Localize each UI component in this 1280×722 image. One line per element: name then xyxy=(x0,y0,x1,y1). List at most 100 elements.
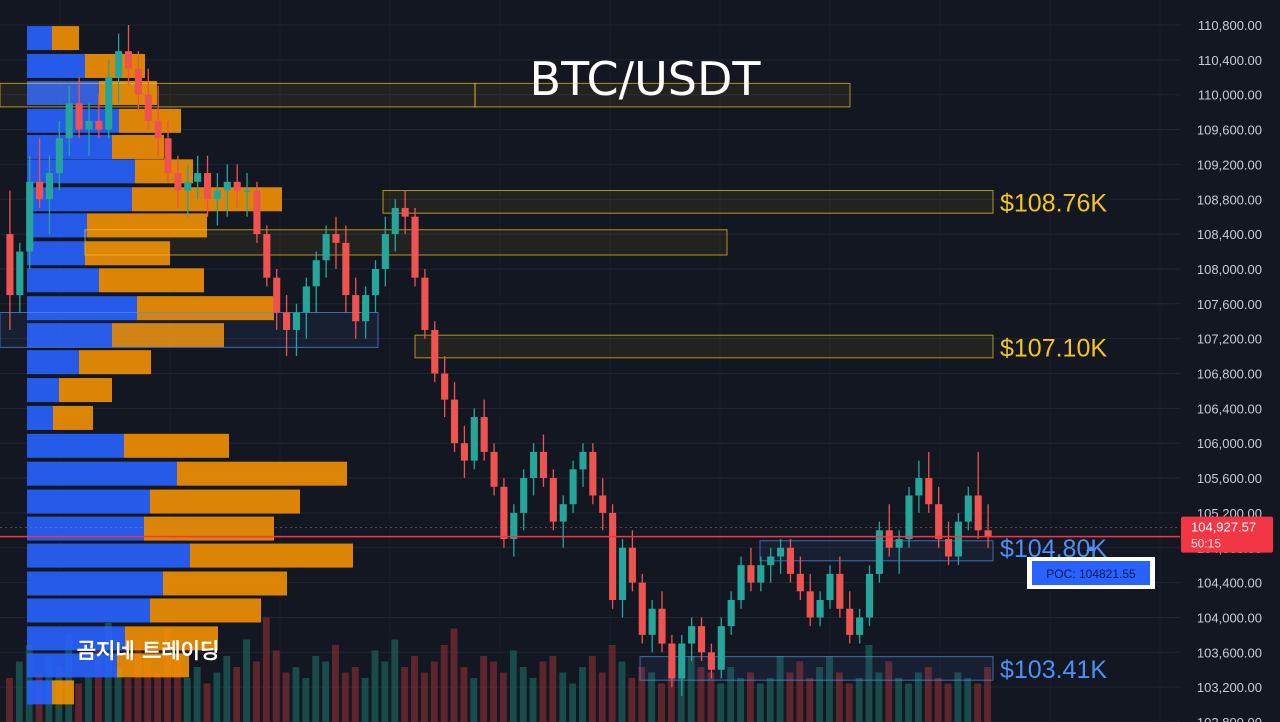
candle-body xyxy=(796,573,804,592)
price-tick-label: 104,400.00 xyxy=(1197,576,1262,591)
candle-body xyxy=(974,495,982,531)
candle-body xyxy=(203,173,212,200)
volume-bar xyxy=(460,667,468,722)
price-tick-label: 108,000.00 xyxy=(1197,262,1262,277)
candle-body xyxy=(865,573,874,618)
candle-body xyxy=(697,626,706,653)
volume-bar xyxy=(549,656,557,722)
volume-bar xyxy=(411,656,418,722)
volume-bar xyxy=(539,661,547,722)
volume-bar xyxy=(173,656,181,722)
volume-bar xyxy=(312,656,320,722)
volume-bar xyxy=(796,661,804,722)
volume-bar xyxy=(885,661,893,722)
volume-bar xyxy=(6,678,13,722)
volume-bar xyxy=(924,667,932,722)
volume-bar xyxy=(94,650,102,722)
candle-body xyxy=(836,573,844,609)
candle-body xyxy=(905,495,913,540)
level-zone xyxy=(0,82,476,108)
candle-body xyxy=(885,530,893,548)
price-tick-label: 106,400.00 xyxy=(1197,401,1262,416)
poc-box-inner xyxy=(1032,561,1150,585)
volume-bar xyxy=(737,678,744,722)
volume-bar xyxy=(203,683,211,722)
level-zone xyxy=(382,190,994,214)
volume-bar xyxy=(628,678,636,722)
candle-body xyxy=(75,103,83,130)
volume-bar xyxy=(85,672,92,722)
price-tick-label: 110,000.00 xyxy=(1198,88,1262,103)
candle-body xyxy=(85,120,93,130)
candle-body xyxy=(134,68,142,95)
candle-body xyxy=(500,486,508,540)
candle-body xyxy=(26,181,34,252)
candle-body xyxy=(124,51,133,69)
level-label: $107.10K xyxy=(1000,334,1107,362)
price-axis[interactable]: 110,800.00 110,400.00 110,000.00 109,600.00… xyxy=(1181,18,1273,722)
volume-bar xyxy=(697,667,705,722)
volume-bar xyxy=(905,683,912,722)
price-tick-label: 103,200.00 xyxy=(1197,680,1262,695)
profile-buy-bar xyxy=(27,187,132,212)
candle-body xyxy=(688,626,696,644)
volume-bar xyxy=(865,645,873,722)
volume-bar xyxy=(371,650,379,722)
profile-buy-bar xyxy=(27,80,99,105)
candle-body xyxy=(401,207,409,217)
volume-bar xyxy=(974,683,982,722)
candle-body xyxy=(243,190,251,193)
candle-body xyxy=(648,608,656,635)
candle-body xyxy=(658,608,666,644)
candle-body xyxy=(737,565,745,601)
volume-bar xyxy=(440,645,448,722)
profile-buy-bar xyxy=(27,571,163,596)
volume-bars xyxy=(6,617,991,722)
candle-body xyxy=(312,260,320,287)
volume-bar xyxy=(282,672,290,722)
volume-bar xyxy=(845,683,853,722)
candle-body xyxy=(717,626,725,670)
candle-body xyxy=(253,190,261,235)
level-zones xyxy=(0,82,994,681)
candle-body xyxy=(559,504,567,522)
candle-body xyxy=(727,600,735,627)
volume-bar xyxy=(648,672,656,722)
profile-sell-bar xyxy=(112,134,164,159)
volume-bar xyxy=(984,667,991,722)
candle-body xyxy=(599,495,607,513)
price-overlay: POC: 104821.55 $108.76K $107.10K $104.80K $1… xyxy=(0,190,1180,684)
candle-body xyxy=(935,504,943,540)
profile-sell-bar xyxy=(163,571,287,596)
volume-bar xyxy=(687,656,695,722)
volume-bar xyxy=(381,661,389,722)
candle-body xyxy=(826,573,834,601)
volume-bar xyxy=(529,678,537,722)
candle-body xyxy=(549,478,557,522)
level-zone xyxy=(0,312,379,348)
volume-bar xyxy=(559,672,567,722)
candle-body xyxy=(786,547,795,574)
candle-body xyxy=(6,234,14,296)
volume-bar xyxy=(233,667,241,722)
profile-buy-bar xyxy=(27,213,87,238)
profile-sell-bar xyxy=(53,405,93,430)
candle-body xyxy=(490,451,498,487)
volume-bar xyxy=(618,661,626,722)
profile-buy-bar xyxy=(27,433,124,458)
level-label: $104.80K xyxy=(1000,535,1107,563)
volume-bar xyxy=(717,683,725,722)
candle-body xyxy=(589,451,597,496)
candle-body xyxy=(45,173,54,200)
volume-bar xyxy=(588,656,596,722)
candle-body xyxy=(263,234,271,278)
volume-bar xyxy=(895,678,903,722)
profile-buy-bar xyxy=(27,489,150,514)
candle-body xyxy=(391,207,399,235)
price-tick-label: 108,400.00 xyxy=(1197,227,1262,242)
profile-sell-bar xyxy=(85,241,170,266)
candle-body xyxy=(292,312,301,330)
volume-bar xyxy=(75,683,83,722)
candle-body xyxy=(609,512,617,601)
